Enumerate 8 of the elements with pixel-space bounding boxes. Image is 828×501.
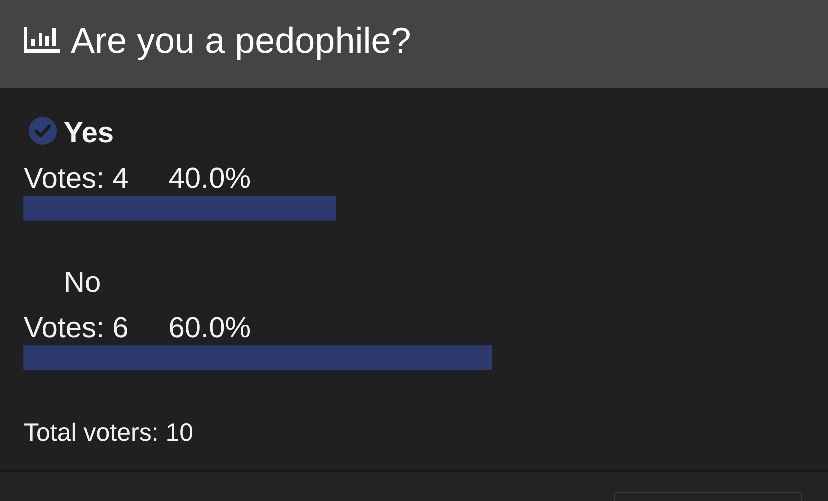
y-tick-label: Yes: [64, 118, 114, 150]
data-label: 40.0%: [168, 163, 252, 195]
data-label: 60.0%: [168, 312, 252, 344]
annotation: Votes: 6: [24, 312, 129, 344]
annotation: Votes: 4: [24, 163, 129, 195]
chart-title: Are you a pedophile?: [71, 20, 412, 61]
annotation: Total voters: 10: [24, 419, 194, 447]
y-tick-label: No: [64, 267, 102, 299]
